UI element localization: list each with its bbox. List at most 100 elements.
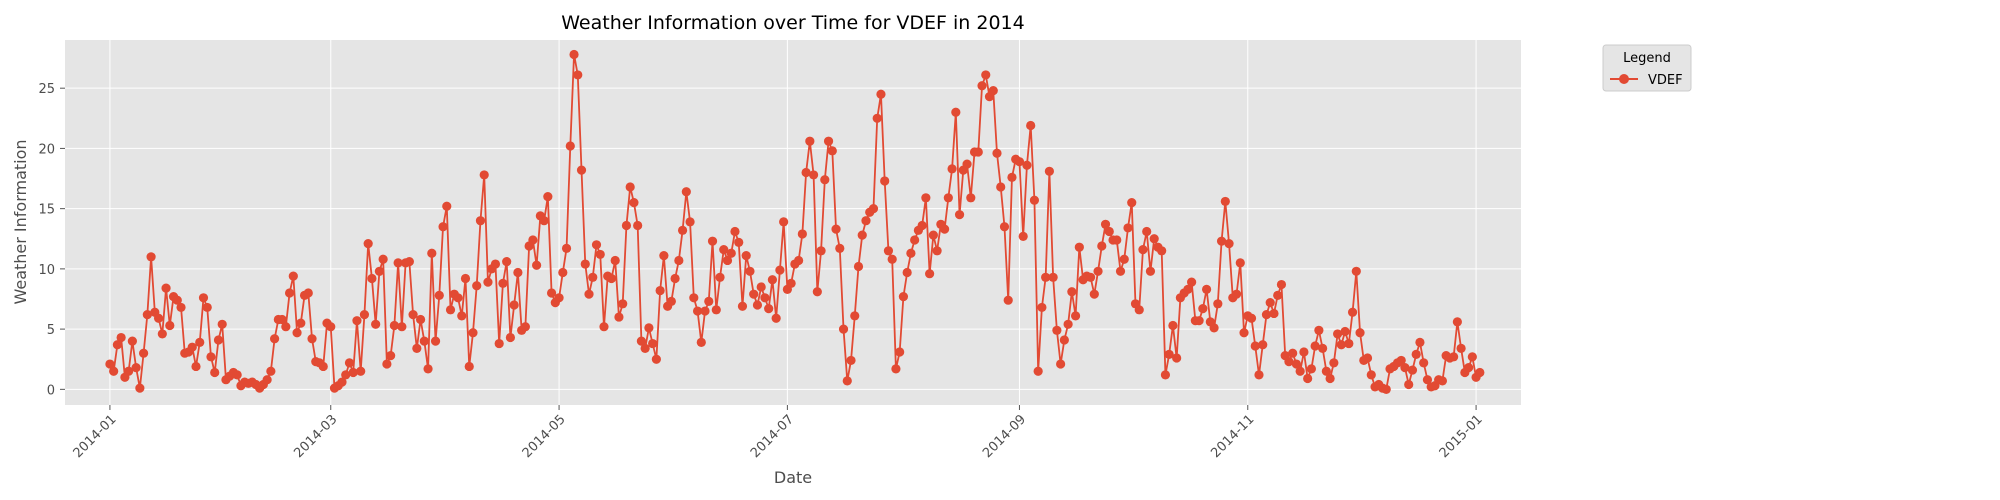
data-point	[266, 366, 276, 376]
data-point	[502, 257, 512, 267]
data-point	[1014, 157, 1025, 167]
data-point	[1336, 340, 1346, 350]
data-point	[386, 351, 396, 361]
data-point	[468, 328, 478, 338]
data-point	[490, 259, 501, 269]
data-point	[977, 81, 987, 91]
data-point	[666, 296, 676, 306]
series-vdef	[105, 49, 1485, 394]
data-point	[700, 306, 710, 316]
data-point	[756, 282, 766, 292]
data-point	[887, 254, 897, 264]
y-tick-label: 10	[38, 263, 55, 278]
data-point	[434, 290, 444, 300]
data-point	[404, 257, 414, 267]
data-point	[176, 302, 186, 313]
data-point	[363, 238, 373, 249]
data-point	[1198, 304, 1208, 314]
data-point	[1138, 245, 1148, 255]
data-point	[988, 85, 998, 96]
data-point	[292, 328, 302, 338]
data-point	[932, 246, 942, 256]
data-point	[883, 246, 894, 256]
data-point	[786, 278, 796, 288]
data-point	[498, 278, 508, 288]
data-point	[767, 275, 778, 285]
data-point	[1295, 366, 1305, 376]
data-point	[823, 136, 834, 146]
data-point	[419, 336, 429, 346]
y-tick-label: 0	[47, 383, 55, 398]
data-point	[142, 310, 152, 320]
data-point	[1314, 325, 1324, 335]
data-point	[902, 267, 912, 278]
data-point	[715, 272, 725, 282]
data-point	[442, 201, 452, 211]
data-point	[262, 375, 272, 385]
data-point	[157, 329, 167, 339]
data-point	[1250, 341, 1260, 351]
data-point	[1306, 364, 1316, 374]
data-point	[509, 300, 519, 310]
data-point	[213, 335, 224, 345]
data-point	[704, 296, 714, 306]
x-tick-label: 2014-05	[520, 412, 569, 461]
data-point	[797, 229, 807, 239]
data-point	[633, 220, 643, 231]
data-point	[861, 216, 871, 226]
data-point	[483, 277, 493, 287]
data-point	[464, 361, 474, 372]
data-point	[505, 332, 516, 343]
data-point	[1419, 358, 1429, 368]
data-point	[371, 319, 381, 329]
data-point	[1085, 272, 1096, 282]
plot-area	[65, 40, 1521, 405]
data-point	[681, 187, 691, 197]
data-point	[1325, 373, 1335, 384]
data-point	[1187, 277, 1197, 287]
data-point	[1115, 266, 1126, 276]
data-point	[1003, 295, 1013, 305]
data-point	[1400, 363, 1410, 373]
data-point	[1119, 254, 1129, 264]
data-point	[711, 305, 721, 315]
data-point	[1303, 373, 1313, 384]
data-point	[528, 235, 538, 245]
data-point	[1157, 246, 1167, 256]
data-point	[1041, 272, 1051, 282]
data-point	[161, 283, 171, 293]
data-point	[606, 273, 617, 284]
data-point	[659, 251, 669, 261]
data-point	[677, 225, 688, 235]
data-point	[1261, 310, 1272, 320]
data-point	[973, 147, 983, 157]
data-point	[820, 175, 830, 185]
data-point	[689, 293, 699, 303]
data-point	[1033, 366, 1043, 376]
data-point	[827, 146, 837, 156]
data-point	[124, 366, 134, 376]
data-point	[1213, 299, 1223, 309]
x-tick-label: 2014-03	[291, 412, 340, 461]
data-point	[1112, 235, 1122, 245]
data-point	[1235, 258, 1245, 268]
data-point	[565, 141, 575, 151]
data-point	[625, 182, 635, 192]
data-point	[1449, 352, 1459, 362]
data-point	[726, 248, 736, 258]
data-point	[393, 258, 403, 268]
x-tick-label: 2014-07	[748, 412, 797, 461]
data-point	[644, 323, 654, 333]
data-point	[1149, 234, 1159, 244]
data-point	[1355, 328, 1365, 338]
data-point	[1164, 349, 1174, 360]
data-point	[1381, 384, 1391, 394]
data-point	[546, 288, 557, 298]
data-point	[543, 192, 553, 202]
data-point	[921, 193, 931, 203]
data-point	[198, 293, 209, 303]
data-point	[427, 248, 437, 258]
data-point	[692, 306, 703, 316]
data-point	[674, 255, 684, 266]
